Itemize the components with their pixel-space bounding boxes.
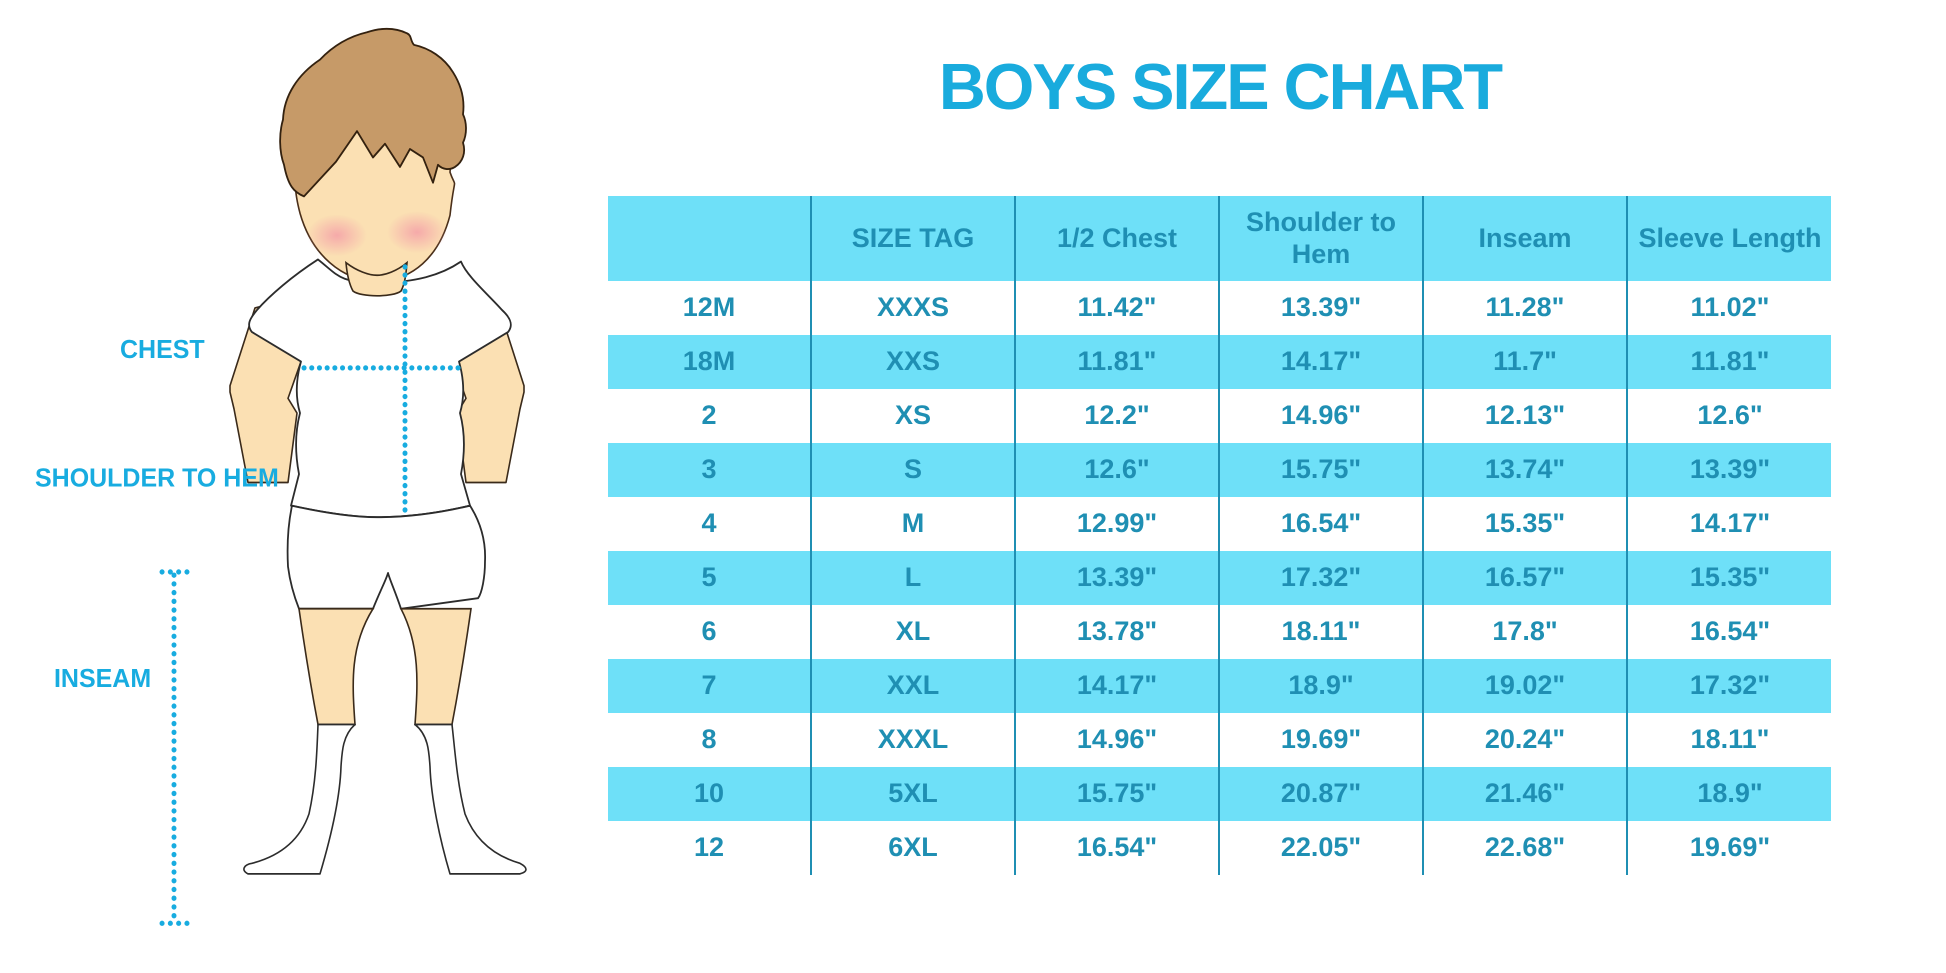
svg-text:CHEST: CHEST — [120, 335, 205, 364]
svg-text:INSEAM: INSEAM — [54, 664, 151, 693]
svg-text:SHOULDER TO HEM: SHOULDER TO HEM — [35, 464, 279, 493]
